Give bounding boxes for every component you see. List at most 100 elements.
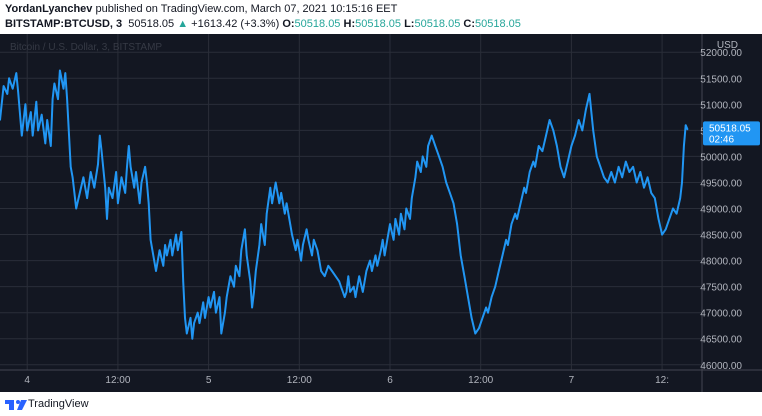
price-tick-label: 47000.00 bbox=[700, 309, 742, 320]
author-name[interactable]: YordanLyanchev bbox=[5, 3, 93, 15]
price-point bbox=[284, 212, 286, 215]
price-point bbox=[17, 90, 19, 93]
price-point bbox=[146, 181, 148, 184]
price-point bbox=[403, 228, 406, 231]
price-point bbox=[253, 291, 255, 293]
price-point bbox=[302, 244, 304, 246]
price-point bbox=[643, 186, 645, 189]
price-point bbox=[552, 129, 555, 132]
price-point bbox=[371, 270, 373, 272]
chart-background bbox=[0, 34, 762, 392]
price-point bbox=[374, 254, 377, 257]
price-point bbox=[62, 87, 65, 90]
price-tick-label: 51000.00 bbox=[700, 100, 742, 111]
price-point bbox=[405, 207, 408, 210]
price-point bbox=[180, 231, 183, 233]
publish-info: YordanLyanchev published on TradingView.… bbox=[5, 2, 397, 16]
price-point bbox=[37, 129, 39, 132]
price-point bbox=[155, 270, 157, 272]
price-point bbox=[434, 145, 437, 147]
price-point bbox=[668, 218, 671, 220]
price-point bbox=[365, 270, 368, 272]
price-point bbox=[66, 98, 68, 100]
price-points bbox=[0, 69, 689, 340]
price-point bbox=[414, 176, 417, 179]
price-point bbox=[679, 197, 681, 199]
price-point bbox=[75, 207, 77, 210]
price-point bbox=[126, 166, 128, 168]
chart-header: YordanLyanchev published on TradingView.… bbox=[0, 0, 762, 34]
price-point bbox=[545, 134, 547, 137]
price-point bbox=[51, 98, 54, 100]
last-price-badge bbox=[703, 121, 760, 146]
price-point bbox=[129, 166, 132, 168]
price-point bbox=[675, 212, 678, 215]
price-point bbox=[30, 111, 32, 113]
tradingview-brand[interactable]: TradingView bbox=[28, 398, 89, 410]
time-tick-label: 4 bbox=[24, 375, 30, 386]
price-point bbox=[686, 128, 689, 131]
price-point bbox=[362, 291, 364, 293]
price-point bbox=[140, 181, 143, 184]
price-point bbox=[189, 317, 192, 319]
price-tick-label: 47500.00 bbox=[700, 283, 742, 294]
price-point bbox=[184, 317, 186, 319]
last-price: 50518.05 bbox=[128, 18, 175, 30]
price-point bbox=[229, 275, 232, 277]
symbol-name[interactable]: BITSTAMP:BTCUSD, 3 bbox=[5, 18, 123, 30]
price-point bbox=[381, 239, 384, 241]
price-point bbox=[117, 202, 119, 205]
price-chart[interactable]: Bitcoin / U.S. Dollar, 3, BITSTAMP USD 5… bbox=[0, 34, 762, 392]
price-point bbox=[421, 155, 424, 158]
published-text: published on TradingView.com, March 07, … bbox=[92, 3, 398, 15]
price-point bbox=[225, 296, 228, 298]
price-point bbox=[363, 280, 366, 283]
time-tick-label: 7 bbox=[569, 375, 575, 386]
price-point bbox=[191, 337, 194, 340]
price-point bbox=[525, 192, 527, 194]
price-point bbox=[352, 285, 355, 288]
price-point bbox=[567, 160, 569, 163]
price-point bbox=[171, 254, 174, 257]
price-point bbox=[198, 322, 201, 324]
price-point bbox=[574, 134, 576, 137]
price-series-line[interactable] bbox=[0, 69, 689, 340]
price-point bbox=[654, 197, 656, 199]
price-point bbox=[104, 186, 106, 189]
price-point bbox=[133, 186, 135, 189]
time-tick-label: 5 bbox=[206, 375, 212, 386]
price-point bbox=[213, 291, 215, 293]
price-point bbox=[238, 275, 241, 277]
price-point bbox=[559, 166, 562, 168]
price-point bbox=[323, 275, 326, 277]
price-point bbox=[218, 296, 221, 298]
price-point bbox=[556, 145, 558, 147]
time-tick-label: 12:00 bbox=[105, 375, 130, 386]
time-tick-label: 6 bbox=[387, 375, 393, 386]
tradingview-logo-icon[interactable] bbox=[5, 398, 27, 411]
price-point bbox=[280, 192, 283, 194]
price-point bbox=[635, 181, 638, 184]
price-point bbox=[340, 285, 342, 288]
price-point bbox=[470, 317, 473, 319]
price-point bbox=[15, 72, 18, 74]
price-point bbox=[291, 233, 293, 236]
price-point bbox=[318, 259, 321, 262]
currency-label: USD bbox=[717, 40, 738, 51]
price-point bbox=[207, 296, 210, 298]
price-point bbox=[169, 239, 172, 241]
time-axis-ticks[interactable]: 4 12:00 5 12:00 6 12:00 7 12: bbox=[24, 375, 669, 386]
price-point bbox=[345, 291, 348, 293]
price-point bbox=[285, 202, 288, 205]
price-point bbox=[614, 181, 616, 184]
price-point bbox=[646, 176, 649, 179]
price-point bbox=[8, 77, 10, 80]
low-label: L: bbox=[404, 18, 415, 30]
price-point bbox=[327, 265, 330, 267]
price-point bbox=[596, 155, 598, 158]
high-value: 50518.05 bbox=[355, 18, 401, 30]
price-point bbox=[507, 244, 509, 246]
price-point bbox=[307, 239, 310, 241]
price-point bbox=[40, 113, 43, 116]
price-point bbox=[537, 145, 540, 147]
